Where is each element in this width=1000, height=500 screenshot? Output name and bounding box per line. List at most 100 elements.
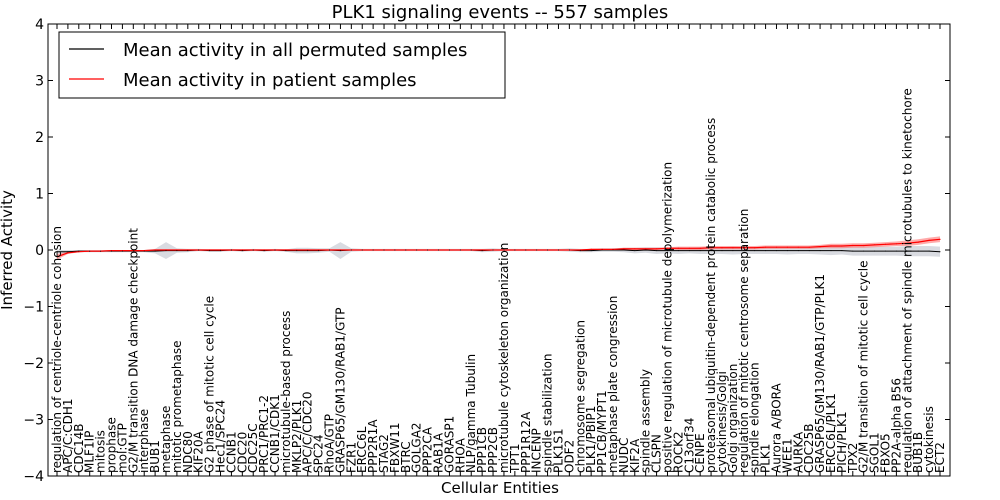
permuted-point [601, 249, 603, 251]
permuted-point [874, 250, 876, 252]
permuted-point [590, 250, 592, 252]
x-tick-label: SGOL1 [868, 432, 882, 473]
patient-point [906, 242, 908, 244]
patient-point [732, 247, 734, 249]
patient-point [852, 244, 854, 247]
patient-point [939, 238, 941, 240]
permuted-point [165, 250, 167, 252]
permuted-point [448, 249, 450, 251]
patient-point [917, 241, 919, 243]
permuted-point [710, 250, 712, 252]
x-tick-label: TPT1 [508, 443, 522, 474]
permuted-point [830, 250, 832, 252]
permuted-point [176, 250, 178, 252]
patient-point [710, 247, 712, 249]
patient-point [67, 252, 69, 254]
x-tick-label: BUB1B [911, 432, 925, 473]
x-tick-label: MLF1IP [83, 431, 97, 473]
x-tick-label: CDC20 [235, 432, 249, 473]
x-tick-label: Golgi organization [726, 364, 740, 473]
patient-point [623, 248, 625, 250]
permuted-point [470, 249, 472, 251]
x-tick-label: ODF2 [562, 440, 576, 473]
x-tick-label: ERCC6L/PLK1 [824, 393, 838, 473]
permuted-point [230, 249, 232, 251]
x-tick-label: mitosis [94, 430, 108, 473]
x-axis: regulation of centriole-centriole cohesi… [50, 24, 947, 476]
x-tick-label: PPP2CA [421, 426, 435, 473]
x-tick-label: prophase [105, 417, 119, 473]
x-tick-label: FZR1 [344, 442, 358, 473]
y-tick-label: −4 [23, 469, 44, 485]
x-tick-label: CENPE [693, 433, 707, 473]
x-tick-label: spindle stabilization [541, 353, 555, 473]
x-tick-label: RAB1A [432, 432, 446, 473]
legend-label-permuted: Mean activity in all permuted samples [123, 40, 467, 61]
x-tick-label: CCNB1/CDK1 [268, 394, 282, 473]
x-tick-label: spindle elongation [748, 362, 762, 473]
x-tick-label: PLK1/PBIP1 [584, 406, 598, 473]
permuted-point [699, 250, 701, 252]
patient-point [884, 243, 887, 245]
y-tick-label: 0 [35, 243, 44, 259]
patient-point [895, 243, 898, 245]
x-tick-label: regulation of centriole-centriole cohesi… [50, 226, 64, 473]
chart-title: PLK1 signaling events -- 557 samples [332, 2, 669, 23]
x-tick-label: CDC25C [246, 423, 260, 473]
permuted-point [263, 250, 265, 252]
permuted-point [274, 249, 276, 251]
patient-point [775, 246, 778, 248]
x-tick-label: G2/M transition DNA damage checkpoint [126, 228, 140, 473]
legend: Mean activity in all permuted samples Me… [58, 31, 506, 99]
x-tick-label: CDC25B [802, 424, 816, 474]
y-tick-label: 1 [35, 187, 44, 203]
permuted-point [797, 250, 799, 252]
permuted-point [939, 251, 941, 253]
x-tick-label: PPP2CB [486, 427, 500, 473]
permuted-point [808, 250, 810, 252]
x-tick-label: positive regulation of microtubule depol… [661, 162, 675, 473]
x-tick-label: GRASP65/GM130/RAB1/GTP/PLK1 [813, 274, 827, 473]
patient-point [863, 244, 865, 247]
x-tick-label: mol:GTP [115, 423, 129, 473]
patient-point [677, 247, 680, 249]
x-tick-label: RhoA/GTP [323, 414, 337, 473]
x-tick-label: AURKA [791, 431, 805, 473]
x-tick-label: PP2A-alpha B56 [889, 378, 903, 473]
x-tick-label: microtubule-based process [279, 311, 293, 473]
permuted-point [765, 250, 767, 252]
permuted-point [100, 250, 102, 252]
y-tick-label: −1 [23, 300, 44, 316]
patient-point [666, 247, 669, 249]
x-tick-label: metaphase plate congression [606, 296, 620, 473]
permuted-point [776, 250, 777, 252]
permuted-point [656, 250, 658, 252]
patient-point [721, 247, 723, 249]
x-tick-label: RHOA [453, 437, 467, 473]
y-axis-title: Inferred Activity [0, 190, 16, 310]
patient-point [688, 247, 690, 249]
x-tick-label: PP1CB/MYPT1 [595, 390, 609, 473]
permuted-point [416, 249, 418, 251]
permuted-point [841, 250, 843, 252]
permuted-point [350, 249, 352, 251]
x-tick-label: regulation of attachment of spindle micr… [900, 88, 914, 473]
permuted-point [329, 249, 330, 251]
permuted-point [863, 250, 865, 252]
x-tick-label: FBXW11 [388, 423, 402, 474]
x-tick-label: spindle assembly [639, 369, 653, 473]
x-tick-label: PPP2R1A [366, 419, 380, 473]
permuted-point [579, 250, 581, 252]
patient-point [765, 246, 767, 248]
y-tick-label: −2 [23, 356, 44, 372]
x-tick-label: APC/C/CDC20 [301, 391, 315, 473]
patient-point [874, 244, 876, 246]
permuted-point [285, 250, 287, 252]
x-tick-label: MKLP2/PLK1 [290, 400, 304, 473]
x-tick-label: CCNB1 [224, 431, 238, 473]
permuted-point [852, 250, 854, 252]
x-tick-label: PLK1 [759, 444, 773, 473]
permuted-point [394, 249, 396, 251]
